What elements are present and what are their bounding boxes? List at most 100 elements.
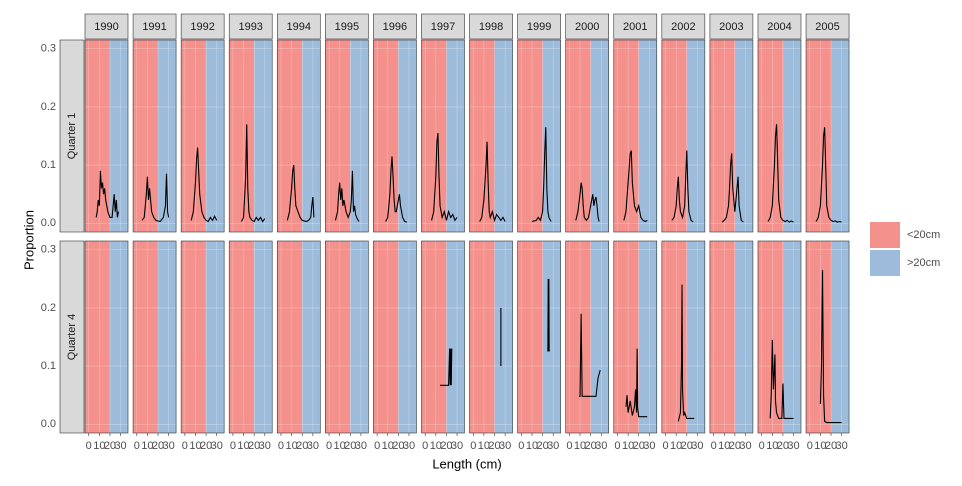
panel-border	[517, 240, 561, 434]
data-line	[547, 278, 550, 352]
column-strip	[469, 13, 513, 40]
data-line	[240, 124, 266, 223]
x-tick-label: 10	[766, 440, 778, 452]
legend-swatch	[870, 250, 900, 276]
panel-border	[421, 39, 465, 233]
row-strip	[59, 39, 85, 233]
panel-border	[565, 240, 610, 434]
data-line	[721, 153, 744, 223]
column-strip-label: 1996	[383, 21, 407, 33]
legend-label: <20cm	[907, 229, 940, 241]
panel-border	[325, 240, 369, 434]
panel-border	[613, 240, 658, 434]
column-strip-label: 2004	[767, 21, 791, 33]
band-above	[542, 241, 561, 433]
band-below	[709, 40, 735, 232]
data-line	[95, 170, 119, 218]
x-tick-label: 30	[643, 440, 655, 452]
data-line	[431, 133, 458, 222]
column-strip	[805, 13, 850, 40]
band-below	[181, 241, 207, 433]
x-tick-label: 30	[163, 440, 175, 452]
column-strip-label: 2001	[623, 21, 647, 33]
band-above	[831, 241, 850, 433]
column-strip	[373, 13, 417, 40]
x-tick-label: 20	[585, 440, 597, 452]
data-line	[815, 127, 842, 223]
x-tick-label: 10	[382, 440, 394, 452]
panel-border	[805, 39, 850, 233]
band-above	[638, 241, 657, 433]
band-below	[709, 241, 735, 433]
column-strip	[276, 13, 321, 40]
y-tick-label: 0.3	[41, 244, 56, 256]
column-strip	[180, 13, 225, 40]
data-line	[531, 127, 552, 223]
x-tick-label: 30	[211, 440, 223, 452]
column-strip	[565, 13, 610, 40]
column-strip-label: 1998	[479, 21, 503, 33]
panel-border	[276, 240, 321, 434]
x-tick-label: 0	[662, 440, 668, 452]
x-tick-label: 20	[777, 440, 789, 452]
x-tick-label: 0	[374, 440, 380, 452]
x-tick-label: 0	[326, 440, 332, 452]
band-below	[565, 40, 591, 232]
band-above	[206, 40, 225, 232]
band-below	[806, 241, 832, 433]
band-below	[661, 40, 687, 232]
band-above	[158, 40, 177, 232]
x-tick-label: 20	[536, 440, 548, 452]
y-tick-label: 0.0	[41, 418, 56, 430]
band-below	[517, 241, 543, 433]
panel-border	[661, 39, 706, 233]
panel-border	[228, 240, 273, 434]
x-tick-label: 10	[670, 440, 682, 452]
column-strip-label: 2005	[815, 21, 839, 33]
band-above	[494, 241, 513, 433]
data-line	[671, 150, 694, 223]
x-tick-label: 30	[499, 440, 511, 452]
x-tick-label: 10	[189, 440, 201, 452]
data-line	[479, 141, 506, 223]
band-above	[734, 40, 753, 232]
column-strip	[709, 13, 754, 40]
x-tick-label: 0	[278, 440, 284, 452]
band-above	[590, 241, 609, 433]
x-tick-label: 10	[622, 440, 634, 452]
x-tick-label: 10	[574, 440, 586, 452]
data-line	[575, 182, 600, 222]
y-axis-title: Proportion	[21, 210, 36, 270]
x-tick-label: 30	[595, 440, 607, 452]
data-line	[769, 339, 794, 419]
band-below	[277, 40, 303, 232]
panel-border	[613, 39, 658, 233]
panel-border	[469, 39, 513, 233]
band-below	[229, 40, 255, 232]
column-strip	[757, 13, 802, 40]
band-below	[421, 241, 447, 433]
panel-border	[805, 240, 850, 434]
band-above	[302, 241, 321, 433]
x-tick-label: 30	[259, 440, 271, 452]
x-tick-label: 10	[93, 440, 105, 452]
column-strip	[132, 13, 177, 40]
data-line	[578, 313, 601, 397]
y-tick-label: 0.2	[41, 302, 56, 314]
x-tick-label: 0	[86, 440, 92, 452]
x-tick-label: 20	[152, 440, 164, 452]
band-above	[446, 241, 465, 433]
x-tick-label: 30	[451, 440, 463, 452]
x-tick-label: 20	[825, 440, 837, 452]
panel-border	[180, 240, 225, 434]
x-tick-label: 30	[691, 440, 703, 452]
panel-border	[325, 39, 369, 233]
band-above	[494, 40, 513, 232]
band-above	[302, 40, 321, 232]
data-line	[334, 170, 360, 222]
band-above	[350, 241, 369, 433]
band-below	[277, 241, 303, 433]
band-below	[373, 241, 399, 433]
panel-border	[421, 240, 465, 434]
